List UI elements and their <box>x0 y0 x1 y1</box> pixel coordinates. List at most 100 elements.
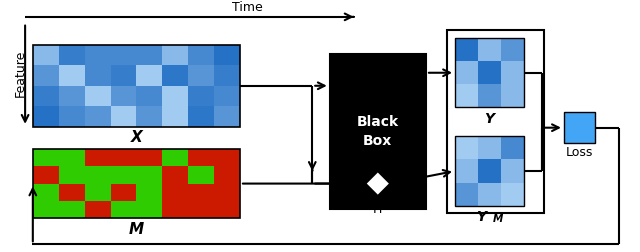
Text: M: M <box>493 214 503 224</box>
Bar <box>59 201 84 218</box>
Bar <box>478 136 501 160</box>
Bar <box>214 201 240 218</box>
Bar <box>33 65 59 86</box>
Bar <box>136 45 163 65</box>
Bar <box>84 166 111 183</box>
Text: Y: Y <box>476 210 486 224</box>
Bar <box>214 166 240 183</box>
Bar <box>59 106 84 127</box>
Bar <box>59 166 84 183</box>
Bar <box>111 65 136 86</box>
Bar <box>501 160 524 183</box>
Bar <box>59 149 84 166</box>
Bar <box>478 183 501 206</box>
Bar <box>84 45 111 65</box>
Bar <box>33 183 59 201</box>
Bar <box>163 201 188 218</box>
Text: Black: Black <box>356 115 399 129</box>
Bar <box>84 65 111 86</box>
Text: Feature: Feature <box>14 50 27 98</box>
Bar <box>478 38 501 61</box>
Bar <box>33 149 59 166</box>
Bar <box>501 183 524 206</box>
Bar <box>188 65 214 86</box>
Bar <box>163 166 188 183</box>
Bar <box>455 136 478 160</box>
Bar <box>163 86 188 106</box>
Bar <box>136 149 163 166</box>
Bar <box>163 45 188 65</box>
Bar <box>136 183 163 201</box>
Bar <box>214 65 240 86</box>
Bar <box>111 166 136 183</box>
Bar <box>111 86 136 106</box>
Text: X: X <box>131 130 142 145</box>
Bar <box>163 149 188 166</box>
Bar <box>214 106 240 127</box>
Bar <box>214 183 240 201</box>
Bar <box>59 183 84 201</box>
Bar <box>33 106 59 127</box>
Bar <box>330 54 426 209</box>
Bar <box>111 45 136 65</box>
Bar <box>478 84 501 107</box>
Text: Time: Time <box>232 1 263 14</box>
Bar <box>188 86 214 106</box>
Bar <box>214 86 240 106</box>
Bar <box>455 160 478 183</box>
Bar <box>33 45 59 65</box>
Bar <box>84 106 111 127</box>
Text: Loss: Loss <box>566 146 593 159</box>
Polygon shape <box>365 171 390 196</box>
Bar <box>214 149 240 166</box>
Bar <box>188 166 214 183</box>
Bar <box>478 61 501 84</box>
Bar <box>84 183 111 201</box>
Bar <box>455 183 478 206</box>
Text: Box: Box <box>363 134 392 148</box>
Bar <box>188 183 214 201</box>
Bar <box>455 61 478 84</box>
Bar <box>136 201 163 218</box>
Bar <box>59 65 84 86</box>
Bar <box>136 65 163 86</box>
Bar <box>59 45 84 65</box>
Bar <box>33 149 240 218</box>
Bar <box>455 136 524 206</box>
Bar <box>214 45 240 65</box>
Bar <box>501 38 524 61</box>
Bar <box>455 84 478 107</box>
Bar <box>163 106 188 127</box>
Bar <box>111 183 136 201</box>
Bar <box>501 61 524 84</box>
Bar <box>136 106 163 127</box>
Bar <box>188 45 214 65</box>
Bar <box>163 183 188 201</box>
Text: M: M <box>129 222 144 237</box>
Bar <box>84 149 111 166</box>
Bar <box>501 136 524 160</box>
Text: Π: Π <box>373 203 383 216</box>
Bar <box>564 112 595 143</box>
Bar <box>188 149 214 166</box>
Bar <box>163 65 188 86</box>
Bar <box>188 106 214 127</box>
Bar <box>455 38 524 107</box>
Bar <box>136 166 163 183</box>
Bar <box>33 86 59 106</box>
Bar <box>455 38 478 61</box>
Text: Y: Y <box>484 112 495 126</box>
Bar <box>447 30 543 213</box>
Bar <box>84 201 111 218</box>
Bar <box>136 86 163 106</box>
Bar <box>188 201 214 218</box>
Bar <box>501 84 524 107</box>
Bar <box>111 201 136 218</box>
Bar <box>33 45 240 127</box>
Bar <box>478 160 501 183</box>
Bar <box>111 106 136 127</box>
Bar <box>84 86 111 106</box>
Bar <box>111 149 136 166</box>
Bar <box>33 201 59 218</box>
Bar <box>59 86 84 106</box>
